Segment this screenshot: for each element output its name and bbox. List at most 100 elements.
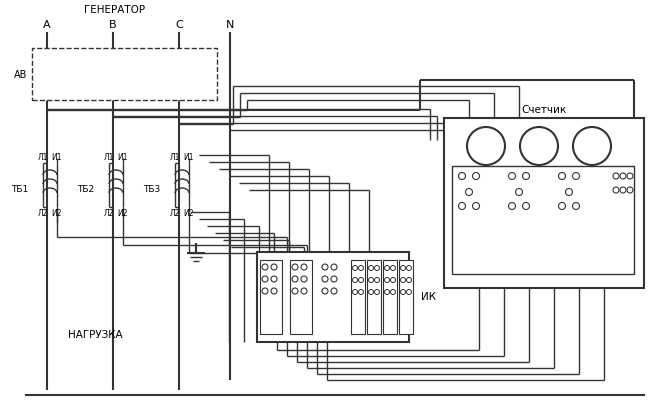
Bar	[383, 260, 397, 334]
Text: ТБ3: ТБ3	[143, 184, 160, 193]
Circle shape	[331, 276, 337, 282]
Text: И2: И2	[118, 208, 128, 217]
Text: A: A	[43, 20, 51, 30]
Text: B: B	[109, 20, 117, 30]
Text: И2: И2	[52, 208, 62, 217]
Circle shape	[292, 276, 298, 282]
Text: ТБ1: ТБ1	[11, 184, 28, 193]
Circle shape	[620, 173, 626, 179]
Circle shape	[467, 127, 505, 165]
Circle shape	[401, 277, 405, 282]
Text: ГЕНЕРАТОР: ГЕНЕРАТОР	[85, 5, 146, 15]
Circle shape	[353, 290, 357, 295]
Circle shape	[627, 187, 633, 193]
Circle shape	[407, 277, 411, 282]
Bar	[367, 260, 381, 334]
Circle shape	[613, 187, 619, 193]
Circle shape	[374, 266, 380, 271]
Circle shape	[516, 188, 522, 195]
Circle shape	[262, 276, 268, 282]
Circle shape	[369, 277, 373, 282]
Circle shape	[472, 202, 480, 209]
Circle shape	[384, 290, 390, 295]
Circle shape	[331, 288, 337, 294]
Circle shape	[271, 288, 277, 294]
Circle shape	[390, 290, 396, 295]
Circle shape	[558, 173, 566, 180]
Circle shape	[466, 188, 472, 195]
Bar	[257, 252, 409, 342]
Circle shape	[401, 290, 405, 295]
Text: Счетчик: Счетчик	[522, 105, 566, 115]
Circle shape	[359, 290, 363, 295]
Circle shape	[573, 127, 611, 165]
Circle shape	[271, 264, 277, 270]
Bar	[351, 260, 365, 334]
Circle shape	[407, 266, 411, 271]
Circle shape	[384, 277, 390, 282]
Circle shape	[301, 276, 307, 282]
Circle shape	[322, 288, 328, 294]
Circle shape	[620, 187, 626, 193]
Circle shape	[322, 276, 328, 282]
Circle shape	[322, 264, 328, 270]
Circle shape	[369, 266, 373, 271]
Circle shape	[459, 202, 466, 209]
Circle shape	[572, 202, 579, 209]
Circle shape	[353, 266, 357, 271]
Text: И1: И1	[118, 153, 128, 162]
Bar	[290, 260, 312, 334]
Circle shape	[301, 288, 307, 294]
Text: Л1: Л1	[170, 153, 180, 162]
Bar	[452, 166, 634, 274]
Text: НАГРУЗКА: НАГРУЗКА	[68, 330, 122, 340]
Circle shape	[374, 277, 380, 282]
Circle shape	[390, 266, 396, 271]
Bar	[260, 260, 282, 334]
Text: Л1: Л1	[104, 153, 114, 162]
Circle shape	[292, 288, 298, 294]
Circle shape	[558, 202, 566, 209]
Circle shape	[331, 264, 337, 270]
Bar	[399, 260, 413, 334]
Bar	[444, 118, 644, 288]
Circle shape	[522, 202, 530, 209]
Circle shape	[384, 266, 390, 271]
Text: ТБ2: ТБ2	[77, 184, 94, 193]
Text: АВ: АВ	[14, 70, 27, 80]
Circle shape	[509, 173, 516, 180]
Circle shape	[262, 264, 268, 270]
Text: И1: И1	[52, 153, 62, 162]
Circle shape	[572, 173, 579, 180]
Circle shape	[374, 290, 380, 295]
Text: C: C	[175, 20, 183, 30]
Text: И2: И2	[184, 208, 194, 217]
Text: Л2: Л2	[38, 208, 48, 217]
Circle shape	[359, 277, 363, 282]
Circle shape	[459, 173, 466, 180]
Text: ИК: ИК	[421, 292, 436, 302]
Circle shape	[262, 288, 268, 294]
Circle shape	[301, 264, 307, 270]
Circle shape	[292, 264, 298, 270]
Circle shape	[613, 173, 619, 179]
Circle shape	[359, 266, 363, 271]
Circle shape	[407, 290, 411, 295]
Bar	[32, 48, 217, 100]
Circle shape	[520, 127, 558, 165]
Circle shape	[472, 173, 480, 180]
Circle shape	[353, 277, 357, 282]
Text: Л2: Л2	[170, 208, 180, 217]
Circle shape	[627, 173, 633, 179]
Circle shape	[401, 266, 405, 271]
Circle shape	[522, 173, 530, 180]
Text: Л2: Л2	[104, 208, 114, 217]
Text: И1: И1	[184, 153, 194, 162]
Text: N: N	[226, 20, 234, 30]
Circle shape	[271, 276, 277, 282]
Circle shape	[566, 188, 572, 195]
Circle shape	[390, 277, 396, 282]
Text: Л1: Л1	[38, 153, 48, 162]
Circle shape	[509, 202, 516, 209]
Circle shape	[369, 290, 373, 295]
